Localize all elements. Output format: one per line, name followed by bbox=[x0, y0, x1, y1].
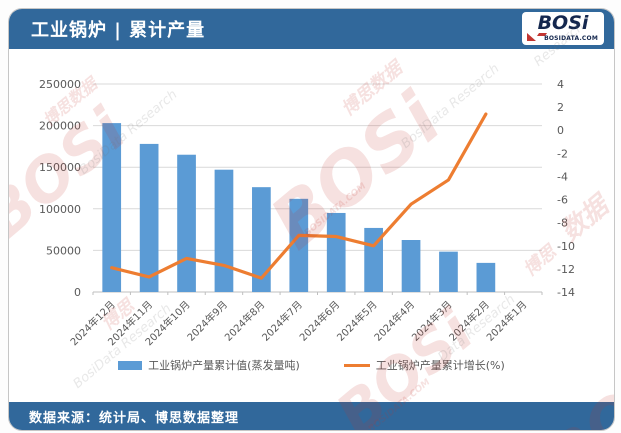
footer-bar: 数据来源：统计局、博思数据整理 bbox=[9, 402, 614, 430]
legend-label-growth: 工业锅炉产量累计增长(%) bbox=[375, 359, 505, 372]
left-axis-tick-label: 0 bbox=[74, 286, 81, 299]
header-bar: 工业锅炉 | 累计产量 BOSi BOSIDATA.COM bbox=[9, 9, 614, 49]
legend-label-production: 工业锅炉产量累计值(蒸发量吨) bbox=[148, 359, 300, 372]
production-bar bbox=[177, 154, 196, 292]
right-axis-tick-label: -8 bbox=[557, 217, 568, 230]
logo-domain: BOSIDATA.COM bbox=[544, 35, 598, 42]
right-axis-tick-label: -2 bbox=[557, 147, 568, 160]
bosi-logo: BOSi BOSIDATA.COM bbox=[522, 12, 604, 45]
production-bar bbox=[476, 262, 496, 292]
right-axis-tick-label: 4 bbox=[557, 78, 564, 91]
x-axis-label: 2024年1月 bbox=[484, 298, 530, 344]
left-axis-tick-label: 200000 bbox=[39, 120, 81, 133]
production-bar bbox=[214, 169, 234, 292]
right-axis-tick-label: -14 bbox=[557, 286, 575, 299]
chart-legend: 工业锅炉产量累计值(蒸发量吨) 工业锅炉产量累计增长(%) bbox=[9, 357, 614, 373]
production-bar bbox=[252, 187, 271, 292]
right-axis-tick-label: -10 bbox=[557, 240, 575, 253]
logo-text: BOSi bbox=[537, 12, 589, 34]
production-bar bbox=[102, 123, 122, 292]
left-axis-tick-label: 100000 bbox=[39, 203, 81, 216]
right-axis-tick-label: 0 bbox=[557, 124, 564, 137]
page-title: 工业锅炉 | 累计产量 bbox=[31, 20, 206, 41]
logo-triangle-icon bbox=[527, 33, 536, 41]
left-axis-tick-label: 50000 bbox=[46, 244, 81, 257]
growth-line bbox=[110, 112, 488, 280]
right-axis-tick-label: -6 bbox=[557, 194, 568, 207]
right-axis-tick-label: -4 bbox=[557, 170, 568, 183]
production-bar bbox=[139, 143, 159, 292]
chart-card: 工业锅炉 | 累计产量 BOSi BOSIDATA.COM 0 50000 1000… bbox=[8, 8, 615, 431]
production-bar bbox=[289, 198, 309, 292]
left-axis-tick-label: 150000 bbox=[39, 161, 81, 174]
right-axis-tick-label: -12 bbox=[557, 263, 575, 276]
right-axis-tick-label: 2 bbox=[557, 101, 564, 114]
production-bar bbox=[439, 251, 458, 292]
line-series-swatch bbox=[343, 363, 370, 367]
legend-item-production: 工业锅炉产量累计值(蒸发量吨) bbox=[118, 357, 300, 373]
data-source: 数据来源：统计局、博思数据整理 bbox=[29, 410, 240, 426]
bar-series-swatch bbox=[118, 360, 143, 370]
combo-chart: 0 50000 100000 150000 200000 250000 4 2 0 -2 -4 -6 -… bbox=[39, 78, 575, 348]
legend-item-growth: 工业锅炉产量累计增长(%) bbox=[343, 357, 505, 373]
chart-area: 0 50000 100000 150000 200000 250000 4 2 0 -2 -4 -6 -… bbox=[9, 49, 614, 402]
production-bar bbox=[326, 212, 346, 292]
left-axis-tick-label: 250000 bbox=[39, 78, 81, 91]
production-bar bbox=[401, 240, 421, 292]
